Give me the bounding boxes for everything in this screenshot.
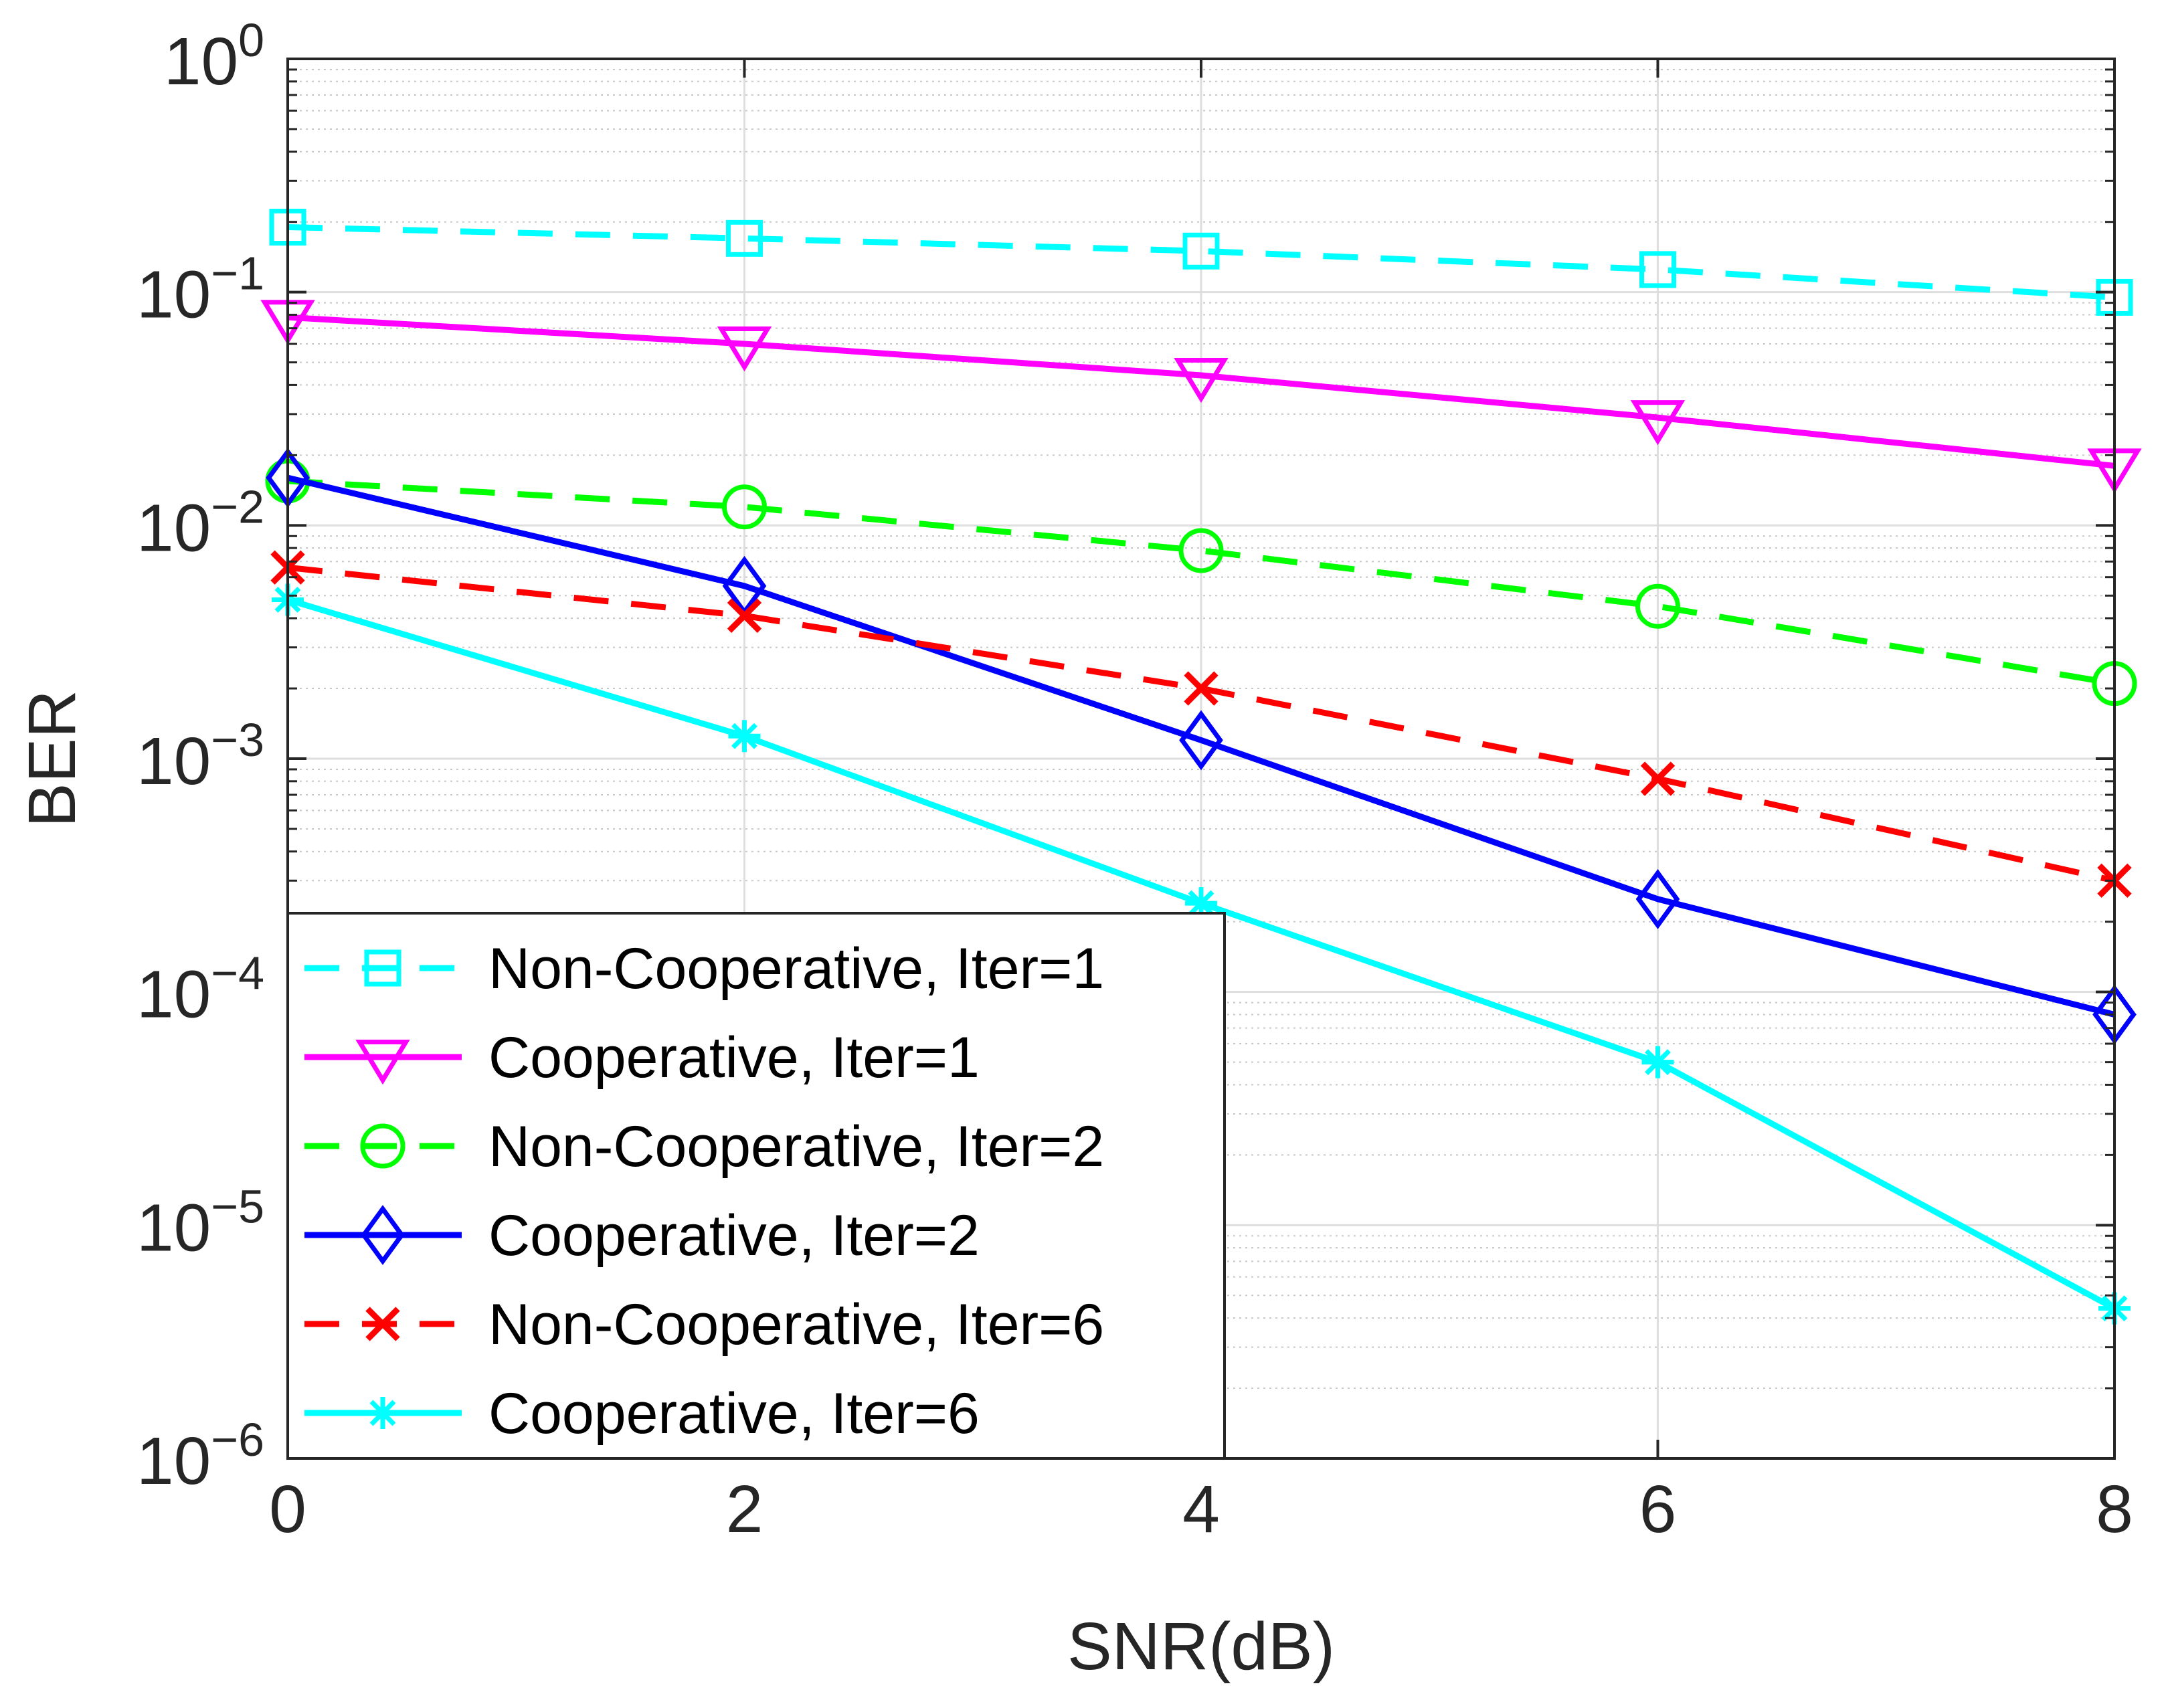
series-line bbox=[287, 223, 2115, 300]
y-tick-labels: 100 10−1 10−2 10−3 10−4 10−5 10−6 bbox=[137, 14, 264, 1499]
marker-square bbox=[726, 219, 763, 257]
marker-shape bbox=[1645, 1049, 1671, 1076]
marker-asterisk bbox=[1641, 1046, 1674, 1078]
x-tick-label: 8 bbox=[2096, 1472, 2133, 1547]
y-tick-label: 10−4 bbox=[137, 947, 264, 1032]
y-tick-label: 10−5 bbox=[137, 1180, 264, 1265]
marker-triangle-down bbox=[1630, 400, 1686, 446]
marker-asterisk bbox=[367, 1397, 399, 1429]
legend-entry: Non-Cooperative, Iter=1 bbox=[304, 937, 1104, 1001]
marker-shape bbox=[717, 326, 772, 372]
x-tick-label: 2 bbox=[726, 1472, 763, 1547]
marker-shape bbox=[722, 484, 767, 530]
marker-shape bbox=[731, 723, 757, 749]
series-line bbox=[286, 474, 2116, 1018]
legend-entry: Cooperative, Iter=1 bbox=[304, 1026, 980, 1090]
marker-triangle-down bbox=[1174, 357, 1229, 403]
marker-shape bbox=[1188, 890, 1214, 917]
marker-shape bbox=[1174, 357, 1229, 403]
marker-shape bbox=[1184, 671, 1219, 706]
marker-diamond bbox=[361, 1205, 405, 1265]
legend-entries: Non-Cooperative, Iter=1 Cooperative, Iter… bbox=[304, 937, 1104, 1446]
series-line bbox=[287, 314, 2115, 469]
y-tick-label: 10−3 bbox=[137, 714, 264, 799]
marker-x bbox=[1184, 671, 1219, 706]
marker-shape bbox=[365, 1307, 400, 1341]
series-6 bbox=[272, 583, 2131, 1325]
legend-entry: Non-Cooperative, Iter=6 bbox=[304, 1293, 1104, 1357]
marker-diamond bbox=[1179, 710, 1223, 771]
marker-circle bbox=[722, 484, 767, 530]
marker-square bbox=[1182, 232, 1220, 270]
legend-entry: Non-Cooperative, Iter=2 bbox=[304, 1115, 1104, 1179]
series-2 bbox=[260, 300, 2142, 494]
legend-entry: Cooperative, Iter=2 bbox=[304, 1204, 980, 1268]
marker-triangle-down bbox=[717, 326, 772, 372]
legend-label: Non-Cooperative, Iter=6 bbox=[488, 1293, 1104, 1357]
marker-x bbox=[365, 1307, 400, 1341]
x-tick-label: 6 bbox=[1639, 1472, 1677, 1547]
marker-shape bbox=[361, 1205, 405, 1265]
marker-shape bbox=[1635, 583, 1680, 629]
marker-shape bbox=[1639, 251, 1676, 288]
marker-shape bbox=[1178, 528, 1224, 573]
marker-shape bbox=[1635, 868, 1680, 929]
marker-circle bbox=[360, 1123, 405, 1169]
legend-label: Non-Cooperative, Iter=1 bbox=[488, 937, 1104, 1001]
x-tick-label: 0 bbox=[269, 1472, 306, 1547]
marker-square bbox=[1639, 251, 1676, 288]
legend-label: Non-Cooperative, Iter=2 bbox=[488, 1115, 1104, 1179]
marker-shape bbox=[369, 1400, 396, 1426]
marker-circle bbox=[1178, 528, 1224, 573]
series-line bbox=[287, 478, 2115, 687]
y-axis-label: BER bbox=[15, 690, 90, 828]
series-5 bbox=[270, 550, 2132, 898]
marker-asterisk bbox=[728, 720, 761, 753]
x-tick-labels: 0 2 4 6 8 bbox=[269, 1472, 2133, 1547]
marker-x bbox=[727, 598, 762, 634]
marker-shape bbox=[1182, 232, 1220, 270]
marker-shape bbox=[364, 949, 401, 987]
marker-circle bbox=[1635, 583, 1680, 629]
marker-shape bbox=[1179, 710, 1223, 771]
marker-x bbox=[1640, 761, 1676, 796]
marker-shape bbox=[727, 598, 762, 634]
marker-shape bbox=[1640, 761, 1676, 796]
marker-triangle-down bbox=[355, 1040, 410, 1085]
marker-shape bbox=[726, 219, 763, 257]
marker-shape bbox=[355, 1040, 410, 1085]
marker-shape bbox=[360, 1123, 405, 1169]
legend-label: Cooperative, Iter=1 bbox=[488, 1026, 980, 1090]
legend-box bbox=[286, 912, 1226, 1460]
y-tick-label: 10−6 bbox=[137, 1414, 264, 1499]
marker-shape bbox=[1630, 400, 1686, 446]
legend: Non-Cooperative, Iter=1 Cooperative, Iter… bbox=[286, 912, 1226, 1460]
x-axis-label: SNR(dB) bbox=[1067, 1609, 1335, 1684]
x-tick-label: 4 bbox=[1182, 1472, 1220, 1547]
marker-diamond bbox=[1635, 868, 1680, 929]
legend-label: Cooperative, Iter=2 bbox=[488, 1204, 980, 1268]
y-tick-label: 100 bbox=[164, 14, 264, 99]
legend-entry: Cooperative, Iter=6 bbox=[304, 1382, 980, 1446]
y-tick-label: 10−2 bbox=[137, 480, 264, 565]
series-group bbox=[260, 208, 2142, 1325]
y-tick-label: 10−1 bbox=[137, 248, 264, 333]
legend-label: Cooperative, Iter=6 bbox=[488, 1382, 980, 1446]
marker-square bbox=[364, 949, 401, 987]
